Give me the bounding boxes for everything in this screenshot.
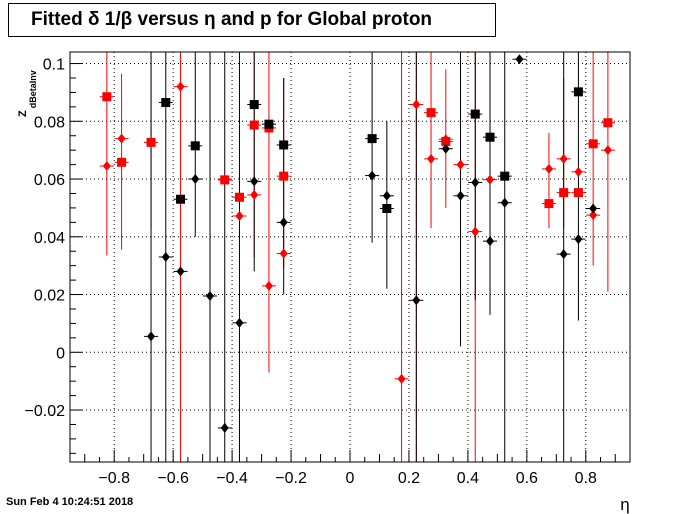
diamond-marker [589,210,598,221]
x-tick-label: 0.8 [575,470,597,487]
y-tick-label: 0.08 [34,114,65,131]
diamond-marker [191,174,200,185]
square-marker [544,199,554,209]
timestamp: Sun Feb 4 10:24:51 2018 [6,496,134,508]
square-marker [367,134,377,144]
square-marker [588,139,598,149]
diamond-marker [397,373,406,384]
x-tick-label: −0.8 [98,470,130,487]
square-marker [161,98,171,108]
square-marker [249,120,259,130]
square-marker [117,157,127,167]
x-tick-label: 0.4 [457,470,479,487]
square-marker [382,203,392,213]
square-marker [500,171,510,181]
diamond-marker [574,234,583,245]
square-marker [234,192,244,202]
y-tick-label: −0.02 [25,403,66,420]
x-tick-label: 0 [346,470,355,487]
diamond-marker [220,174,229,185]
x-tick-label: −0.2 [275,470,307,487]
diamond-marker [456,159,465,170]
chart-title: Fitted δ 1/β versus η and p for Global p… [8,3,496,37]
diamond-marker [603,145,612,156]
diamond-marker [500,197,509,208]
square-marker [102,92,112,102]
diamond-marker [264,280,273,291]
y-tick-label: 0.06 [34,172,65,189]
square-marker [264,119,274,129]
diamond-marker [515,54,524,65]
diamond-marker [176,81,185,92]
diamond-marker [206,290,214,301]
diamond-marker [441,143,450,154]
diamond-marker [544,163,553,174]
x-axis-label: η [620,495,629,514]
diamond-marker [235,211,244,221]
diamond-marker [412,99,421,110]
diamond-marker [471,177,480,188]
y-tick-label: 0.1 [43,57,65,74]
square-marker [603,118,613,128]
diamond-marker [220,422,229,433]
square-marker [190,141,200,151]
square-marker [470,109,480,119]
y-axis-label: ZdBetaInv [17,70,38,117]
diamond-marker [250,176,259,187]
square-marker [279,171,289,181]
square-marker [279,140,289,150]
diamond-marker [161,252,170,262]
diamond-marker [250,189,259,200]
x-tick-label: −0.4 [216,470,248,487]
diamond-marker [471,226,480,237]
diamond-marker [117,133,126,144]
x-tick-label: −0.6 [157,470,189,487]
square-marker [146,137,156,147]
square-marker [426,108,436,118]
grid [70,52,630,462]
diamond-marker [441,134,450,145]
diamond-marker [559,153,568,164]
diamond-marker [486,236,494,247]
y-tick-label: 0.02 [34,288,65,305]
diamond-marker [412,295,421,306]
diamond-marker [368,170,377,181]
square-marker [573,188,583,198]
square-marker [573,87,583,97]
square-marker [249,100,259,110]
diamond-marker [279,217,288,228]
square-marker [559,188,569,198]
diamond-marker [589,203,598,214]
diamond-marker [427,153,436,164]
diamond-marker [147,331,156,342]
diamond-marker [559,249,568,260]
data-markers [99,54,615,433]
diamond-marker [574,166,583,177]
axes: −0.8 −0.6 −0.4 −0.2 0 0.2 0.4 0.6 0.8 −0.02 0 0.02 0… [25,57,616,487]
square-marker [176,194,186,204]
x-tick-label: 0.6 [516,470,538,487]
y-tick-label: 0 [56,345,65,362]
diamond-marker [102,161,111,172]
diamond-marker [486,174,494,185]
x-tick-label: 0.2 [398,470,420,487]
y-axis-label-subscript: dBetaInv [28,70,38,108]
square-marker [485,132,495,142]
diamond-marker [176,266,185,277]
diamond-marker [382,190,391,201]
diamond-marker [279,248,288,259]
diamond-marker [456,190,465,201]
error-bars [106,52,609,462]
y-axis-label-main: Z [17,110,29,117]
y-tick-label: 0.04 [34,230,65,247]
diamond-marker [235,317,244,328]
